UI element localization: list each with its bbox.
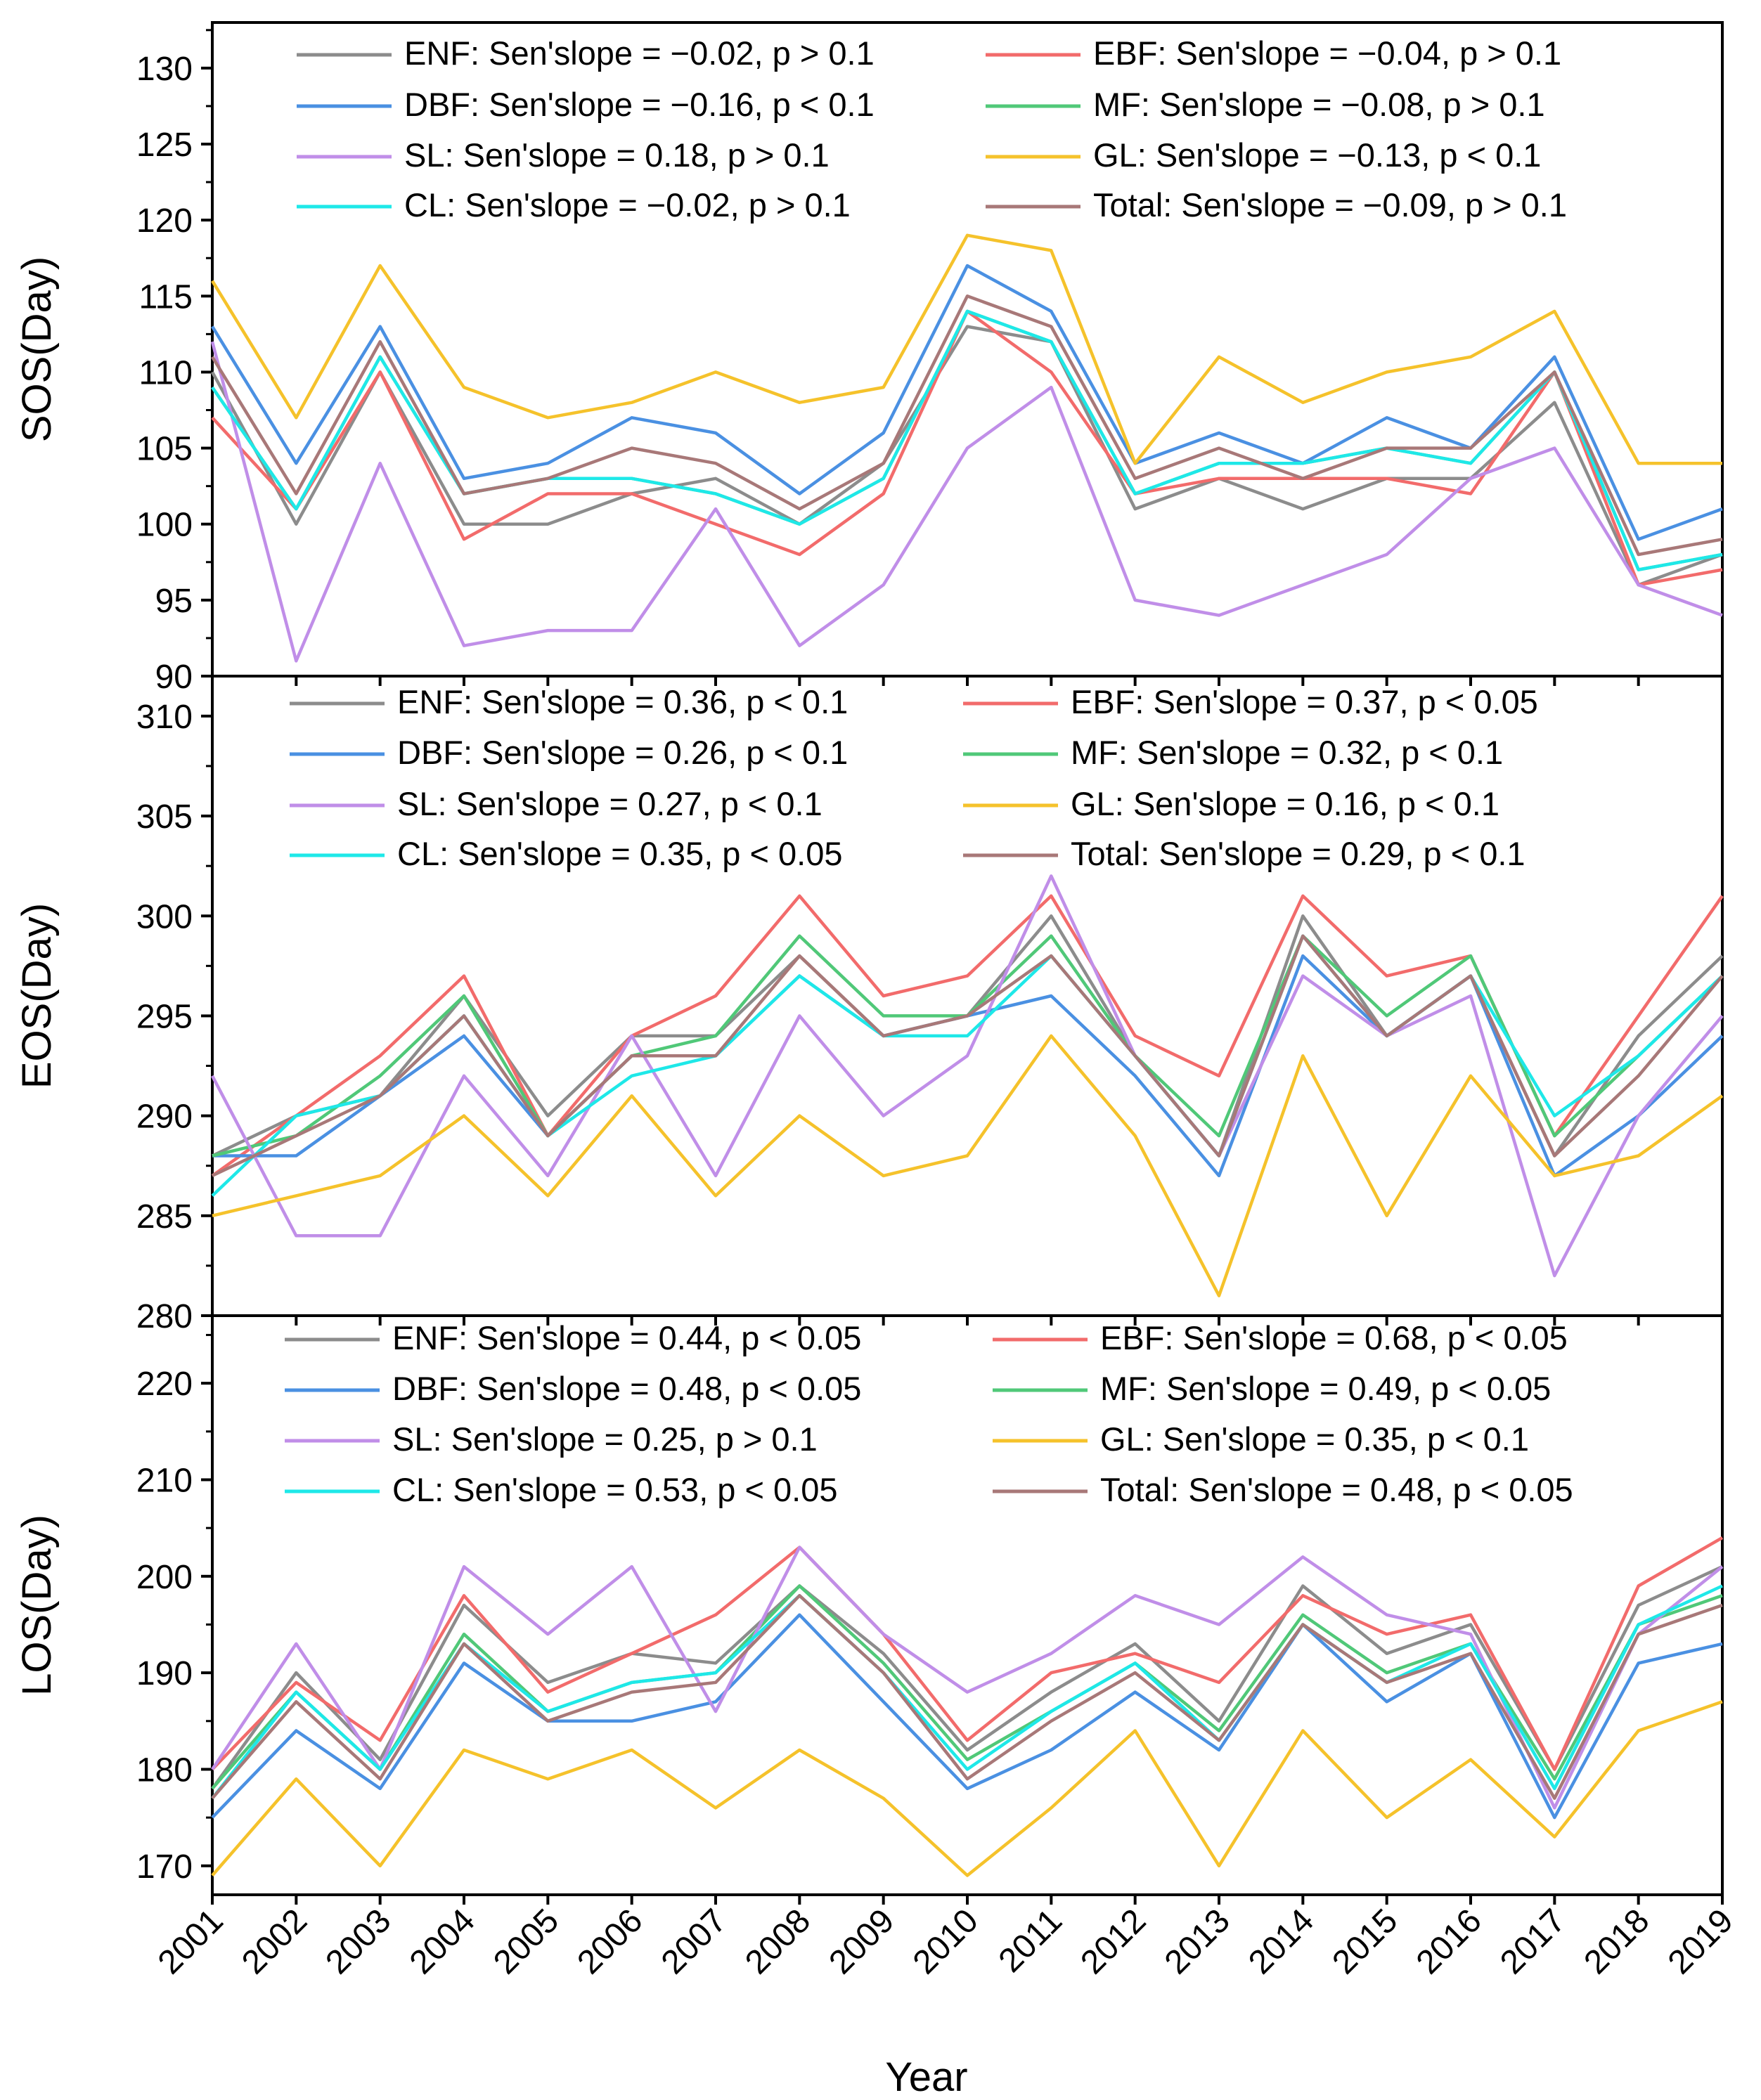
series-line-dbf	[212, 954, 1724, 1178]
x-tick-label: 2019	[1661, 1902, 1741, 1981]
y-tick-label: 90	[155, 659, 193, 696]
series-line-total	[211, 1594, 1723, 1800]
legend-entry-ebf: EBF: Sen'slope = −0.04, p > 0.1	[1093, 34, 1561, 72]
legend-entry-ebf: EBF: Sen'slope = 0.68, p < 0.05	[1100, 1319, 1568, 1356]
y-tick-label: 95	[155, 583, 193, 620]
legend-entry-enf: ENF: Sen'slope = 0.44, p < 0.05	[392, 1319, 861, 1356]
x-tick-label: 2017	[1493, 1902, 1573, 1981]
y-tick-label: 170	[136, 1848, 193, 1886]
y-tick-label: 305	[136, 798, 193, 836]
legend: ENF: Sen'slope = −0.02, p > 0.1 EBF: Sen'…	[297, 34, 1567, 223]
y-axis-title: SOS(Day)	[14, 257, 60, 442]
x-tick-label: 2013	[1158, 1902, 1237, 1981]
legend-entry-dbf: DBF: Sen'slope = −0.16, p < 0.1	[404, 86, 875, 123]
y-tick-label: 125	[136, 127, 193, 164]
series-group	[211, 874, 1724, 1297]
series-group	[211, 1536, 1724, 1877]
x-tick-label: 2008	[738, 1902, 818, 1981]
y-tick-label: 105	[136, 431, 193, 468]
x-tick-label: 2018	[1577, 1902, 1656, 1981]
panels: 90 95 100 105 110 115 120 125 130 SOS(Day) ENF: Se…	[14, 21, 1741, 1981]
legend: ENF: Sen'slope = 0.36, p < 0.1 EBF: Sen's…	[290, 683, 1538, 872]
series-line-dbf	[211, 264, 1723, 541]
y-tick-label: 295	[136, 998, 193, 1035]
y-tick-label: 310	[136, 699, 193, 736]
plot-frame	[211, 675, 1724, 1317]
legend-entry-dbf: DBF: Sen'slope = 0.48, p < 0.05	[392, 1370, 861, 1407]
y-tick-label: 180	[136, 1751, 193, 1789]
y-tick-label: 200	[136, 1559, 193, 1596]
y-tick-label: 115	[138, 278, 193, 316]
y-tick-label: 290	[136, 1098, 193, 1136]
legend-entry-total: Total: Sen'slope = 0.29, p < 0.1	[1071, 835, 1525, 872]
x-tick-label: 2009	[822, 1902, 901, 1981]
y-axis-title: LOS(Day)	[14, 1515, 60, 1696]
legend-entry-gl: GL: Sen'slope = 0.16, p < 0.1	[1071, 785, 1499, 822]
x-tick-label: 2015	[1325, 1902, 1405, 1981]
y-tick-label: 285	[136, 1198, 193, 1236]
series-line-sl	[210, 341, 1723, 663]
legend-entry-total: Total: Sen'slope = −0.09, p > 0.1	[1093, 186, 1567, 223]
legend-entry-mf: MF: Sen'slope = 0.32, p < 0.1	[1071, 734, 1503, 771]
x-tick-label: 2004	[403, 1902, 482, 1981]
x-tick-label: 2007	[654, 1902, 734, 1981]
x-tick-label: 2016	[1410, 1902, 1489, 1981]
y-tick-label: 110	[138, 354, 193, 391]
y-tick-label: 210	[136, 1462, 193, 1499]
legend-entry-cl: CL: Sen'slope = −0.02, p > 0.1	[404, 186, 851, 223]
series-line-gl	[212, 1034, 1724, 1297]
legend-entry-sl: SL: Sen'slope = 0.27, p < 0.1	[397, 785, 823, 822]
series-line-total	[212, 934, 1724, 1177]
x-tick-label: 2005	[486, 1902, 566, 1981]
x-tick-label: 2006	[570, 1902, 650, 1981]
y-tick-label: 100	[136, 507, 193, 544]
x-tick-label: 2010	[906, 1902, 986, 1981]
legend-entry-total: Total: Sen'slope = 0.48, p < 0.05	[1100, 1471, 1573, 1508]
y-tick-label: 280	[136, 1298, 193, 1335]
series-line-sl	[211, 874, 1724, 1278]
legend-entry-enf: ENF: Sen'slope = −0.02, p > 0.1	[404, 34, 875, 72]
legend-entry-sl: SL: Sen'slope = 0.25, p > 0.1	[392, 1420, 818, 1458]
panel-eos: 280 285 290 295 300 305 310 EOS(Day) ENF: Sen'sl…	[14, 675, 1724, 1335]
x-tick-label: 2014	[1241, 1902, 1321, 1981]
legend: ENF: Sen'slope = 0.44, p < 0.05 EBF: Sen'…	[285, 1319, 1573, 1508]
x-tick-label: 2011	[992, 1902, 1069, 1979]
series-line-sl	[211, 1545, 1724, 1810]
y-tick-label: 130	[136, 51, 193, 88]
panel-sos: 90 95 100 105 110 115 120 125 130 SOS(Day) ENF: Se…	[14, 21, 1724, 696]
y-tick-label: 190	[136, 1655, 193, 1692]
series-line-gl	[211, 1700, 1723, 1877]
y-tick-label: 300	[136, 898, 193, 935]
series-line-enf	[211, 1565, 1723, 1790]
series-group	[210, 233, 1723, 663]
series-line-ebf	[211, 1536, 1724, 1771]
legend-entry-mf: MF: Sen'slope = −0.08, p > 0.1	[1093, 86, 1545, 123]
legend-entry-cl: CL: Sen'slope = 0.53, p < 0.05	[392, 1471, 838, 1508]
x-tick-label: 2002	[235, 1902, 314, 1981]
legend-entry-cl: CL: Sen'slope = 0.35, p < 0.05	[397, 835, 843, 872]
x-tick-label: 2003	[318, 1902, 398, 1981]
legend-entry-dbf: DBF: Sen'slope = 0.26, p < 0.1	[397, 734, 848, 771]
series-line-total	[211, 294, 1723, 557]
legend-entry-ebf: EBF: Sen'slope = 0.37, p < 0.05	[1071, 683, 1538, 720]
series-line-gl	[211, 233, 1722, 465]
x-tick-label: 2012	[1073, 1902, 1153, 1981]
legend-entry-enf: ENF: Sen'slope = 0.36, p < 0.1	[397, 683, 848, 720]
legend-entry-sl: SL: Sen'slope = 0.18, p > 0.1	[404, 136, 830, 174]
legend-entry-gl: GL: Sen'slope = −0.13, p < 0.1	[1093, 136, 1541, 174]
x-axis-title: Year	[885, 2054, 967, 2100]
x-tick-label: 2001	[151, 1902, 231, 1981]
y-axis-title: EOS(Day)	[14, 903, 60, 1089]
legend-entry-gl: GL: Sen'slope = 0.35, p < 0.1	[1100, 1420, 1529, 1458]
y-tick-label: 120	[136, 202, 193, 240]
legend-entry-mf: MF: Sen'slope = 0.49, p < 0.05	[1100, 1370, 1551, 1407]
panel-los: 170 180 190 200 210 220 LOS(Day) ENF: Sen'slope…	[14, 1314, 1741, 1981]
y-tick-label: 220	[136, 1366, 193, 1403]
